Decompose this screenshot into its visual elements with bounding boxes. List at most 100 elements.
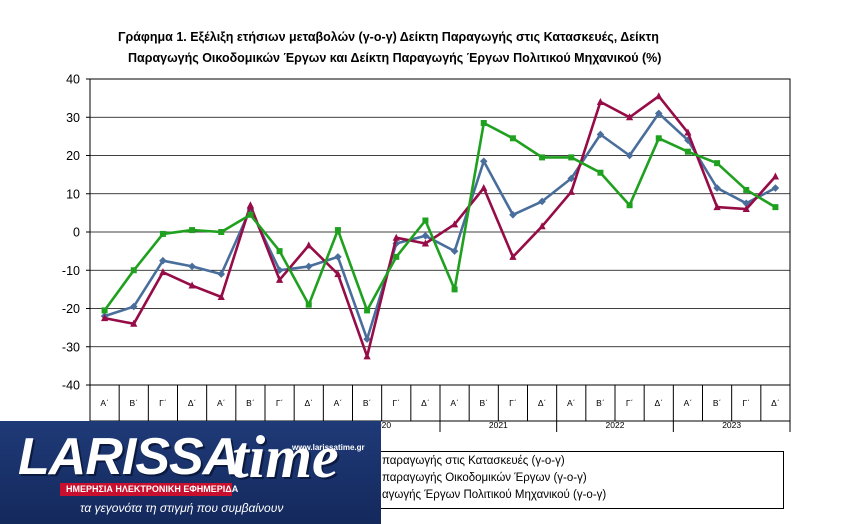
x-tick-label: Δ΄ xyxy=(654,398,663,408)
y-tick-label: -10 xyxy=(62,264,80,278)
series-0 xyxy=(100,109,780,343)
data-point xyxy=(217,270,226,278)
data-point xyxy=(450,247,459,255)
x-tick-label: Γ΄ xyxy=(509,398,517,408)
data-point xyxy=(334,253,342,261)
data-point xyxy=(479,157,488,166)
data-point xyxy=(305,241,313,249)
series-line xyxy=(104,94,777,358)
data-point xyxy=(684,128,692,136)
x-tick-label: Β΄ xyxy=(713,398,722,408)
y-tick-label: 10 xyxy=(66,187,80,201)
data-point xyxy=(568,154,575,161)
series-layer xyxy=(100,92,780,360)
x-tick-label: Δ΄ xyxy=(538,398,547,408)
data-point xyxy=(364,307,371,314)
data-point xyxy=(597,169,604,176)
data-point xyxy=(743,186,750,193)
data-point xyxy=(422,217,429,224)
x-tick-label: Α΄ xyxy=(684,398,693,408)
data-point xyxy=(246,201,255,209)
x-tick-label: Δ΄ xyxy=(771,398,780,408)
data-point xyxy=(188,262,196,271)
legend-entry-civil-engineering: αγωγής Έργων Πολιτικού Μηχανικού (γ-ο-γ) xyxy=(382,489,607,501)
x-tick-label: Γ΄ xyxy=(626,398,634,408)
data-point xyxy=(538,197,546,206)
y-tick-label: -30 xyxy=(62,340,80,354)
data-point xyxy=(539,154,546,161)
data-point xyxy=(188,281,196,289)
data-point xyxy=(509,135,516,142)
x-tick-label: Δ΄ xyxy=(304,398,313,408)
data-point xyxy=(275,275,284,283)
data-point xyxy=(189,227,196,234)
logo-name-time: time xyxy=(232,424,339,490)
y-tick-label: 20 xyxy=(66,149,80,163)
data-point xyxy=(596,97,605,105)
data-point xyxy=(714,160,721,167)
chart-title-line2: Παραγωγής Οικοδομικών Έργων και Δείκτη Π… xyxy=(128,51,662,65)
axis-layer: -40 -30 -20 -10 0 10 20 30 40 Α΄ Β΄ Γ΄ Δ΄ Α΄ Β΄ Γ΄ Δ΄ Α΄ Β… xyxy=(62,73,791,432)
x-tick-label: Β΄ xyxy=(480,398,489,408)
data-point xyxy=(684,148,691,155)
x-tick-label: Α΄ xyxy=(217,398,226,408)
data-point xyxy=(567,174,576,183)
data-point xyxy=(713,203,721,211)
data-point xyxy=(654,109,663,118)
data-point xyxy=(742,199,751,208)
data-point xyxy=(771,172,780,180)
data-point xyxy=(480,119,487,126)
series-1 xyxy=(100,92,780,360)
legend-entry-construction: παραγωγής στις Κατασκευές (γ-ο-γ) xyxy=(382,455,565,467)
x-tick-label: Β΄ xyxy=(130,398,139,408)
legend: παραγωγής στις Κατασκευές (γ-ο-γ) παραγω… xyxy=(372,451,784,509)
data-point xyxy=(421,232,430,240)
x-tick-label: Β΄ xyxy=(596,398,605,408)
series-line xyxy=(104,112,777,341)
logo-subtitle-bar xyxy=(60,483,232,496)
x-year-label: 2021 xyxy=(489,420,508,430)
x-year-label: 2020 xyxy=(372,420,391,430)
x-tick-label: Δ΄ xyxy=(188,398,197,408)
logo-url: www.larissatime.gr xyxy=(292,443,365,452)
x-tick-label: Γ΄ xyxy=(276,398,284,408)
data-point xyxy=(393,253,400,260)
data-point xyxy=(421,239,430,247)
x-tick-label: Δ΄ xyxy=(421,398,430,408)
data-point xyxy=(275,266,284,275)
data-point xyxy=(772,204,779,211)
y-tick-label: 0 xyxy=(73,226,80,240)
series-line xyxy=(103,121,777,312)
x-tick-label: Γ΄ xyxy=(392,398,400,408)
data-point xyxy=(655,92,663,100)
legend-entry-buildings: παραγωγής Οικοδομικών Έργων (γ-ο-γ) xyxy=(382,472,587,484)
data-point xyxy=(713,184,721,192)
x-year-label: 2022 xyxy=(606,420,625,430)
data-point xyxy=(159,230,166,237)
logo-name-main: LARISSA xyxy=(18,428,240,486)
x-tick-label: Α΄ xyxy=(100,398,109,408)
x-tick-label: Α΄ xyxy=(567,398,576,408)
series-2 xyxy=(101,119,779,314)
y-tick-label: 30 xyxy=(66,111,80,125)
data-point xyxy=(655,135,662,142)
y-tick-label: 40 xyxy=(66,73,80,87)
logo-slogan: τα γεγονότα τη στιγμή που συμβαίνουν xyxy=(80,501,284,515)
data-point xyxy=(363,335,371,343)
data-point xyxy=(100,314,109,322)
data-point xyxy=(567,187,575,195)
data-point xyxy=(480,184,488,192)
y-tick-label: -20 xyxy=(62,302,80,316)
x-tick-label: Α΄ xyxy=(450,398,459,408)
data-point xyxy=(218,229,225,235)
data-point xyxy=(304,262,313,271)
data-point xyxy=(450,220,459,228)
x-tick-label: Γ΄ xyxy=(159,398,167,408)
data-point xyxy=(217,293,225,301)
data-point xyxy=(771,184,780,192)
data-point xyxy=(742,205,750,213)
data-point xyxy=(509,252,517,260)
data-point xyxy=(625,151,634,160)
data-point xyxy=(101,307,108,314)
